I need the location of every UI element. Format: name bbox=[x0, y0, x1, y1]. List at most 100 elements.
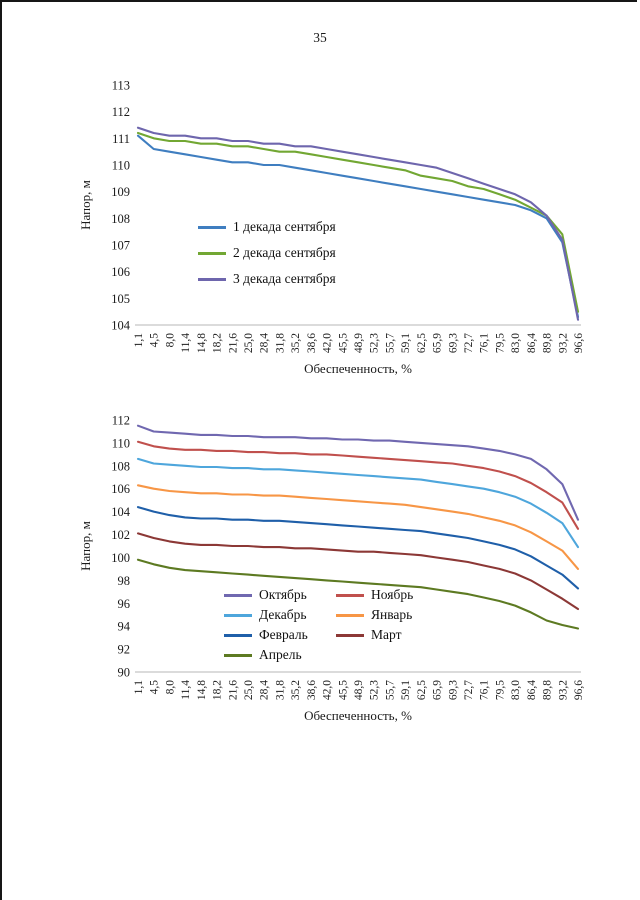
series-line bbox=[136, 440, 580, 530]
x-axis-tick-label: 55,7 bbox=[384, 680, 396, 700]
y-axis-title: Напор, м bbox=[78, 180, 93, 230]
x-axis-tick-label: 48,9 bbox=[353, 333, 365, 353]
y-axis-tick-label: 90 bbox=[118, 666, 131, 680]
x-axis-tick-label: 38,6 bbox=[306, 680, 318, 700]
x-axis-tick-label: 65,9 bbox=[432, 680, 444, 700]
x-axis-tick-label: 52,3 bbox=[369, 333, 381, 353]
y-axis-tick-label: 112 bbox=[112, 105, 130, 119]
y-axis-tick-label: 110 bbox=[112, 436, 130, 450]
legend-line-marker bbox=[224, 633, 252, 637]
y-axis-title: Напор, м bbox=[78, 521, 93, 571]
legend-label: Октябрь bbox=[259, 587, 307, 602]
y-axis-tick-label: 104 bbox=[111, 505, 131, 519]
y-axis-tick-label: 105 bbox=[111, 292, 130, 306]
x-axis-tick-label: 59,1 bbox=[400, 333, 412, 353]
x-axis-tick-label: 25,0 bbox=[243, 680, 255, 700]
page-number: 35 bbox=[313, 30, 327, 45]
y-axis-tick-label: 98 bbox=[118, 574, 131, 588]
series-line bbox=[136, 131, 580, 313]
x-axis-tick-label: 93,2 bbox=[557, 680, 569, 700]
x-axis-tick-label: 28,4 bbox=[259, 333, 271, 353]
x-axis-tick-label: 4,5 bbox=[149, 333, 161, 348]
legend-label: Январь bbox=[371, 607, 413, 622]
series-line bbox=[136, 484, 580, 570]
y-axis-tick-label: 104 bbox=[111, 319, 131, 333]
x-axis-tick-label: 42,0 bbox=[322, 333, 334, 353]
x-axis-tick-label: 21,6 bbox=[227, 680, 239, 700]
x-axis-tick-label: 96,6 bbox=[573, 333, 585, 353]
x-axis-tick-label: 76,1 bbox=[479, 680, 491, 700]
legend-line-marker bbox=[198, 251, 226, 255]
legend-line-marker bbox=[224, 593, 252, 597]
series-line bbox=[136, 134, 580, 319]
legend-label: Декабрь bbox=[259, 607, 307, 622]
scan-edge-left bbox=[0, 0, 2, 900]
legend-line-marker bbox=[224, 653, 252, 657]
legend-line-marker bbox=[198, 277, 226, 281]
series-line bbox=[136, 457, 580, 549]
y-axis-tick-label: 112 bbox=[112, 414, 130, 428]
y-axis-tick-label: 96 bbox=[118, 597, 131, 611]
legend-item: 2 декада сентября bbox=[198, 245, 336, 261]
head-probability-chart-september-decades: 104 105 106 107 108 109 110 111 112 113 1,1 4,5 8,0 1… bbox=[78, 79, 585, 377]
legend-item: Март bbox=[336, 627, 448, 643]
legend-label: Ноябрь bbox=[371, 587, 414, 602]
legend-line-marker bbox=[336, 593, 364, 597]
monthly-chart-legend: Октябрь Ноябрь Декабрь Январь Февраль Март Апр… bbox=[224, 587, 448, 663]
x-axis-tick-label: 48,9 bbox=[353, 680, 365, 700]
legend-label: Апрель bbox=[259, 647, 302, 662]
y-axis-tick-label: 113 bbox=[112, 79, 130, 93]
x-axis-tick-label: 79,5 bbox=[494, 333, 506, 353]
legend-label: 2 декада сентября bbox=[233, 245, 336, 260]
x-axis-tick-label: 18,2 bbox=[212, 333, 224, 353]
series-line bbox=[136, 424, 580, 521]
y-axis-tick-label: 106 bbox=[111, 265, 130, 279]
legend-label: 3 декада сентября bbox=[233, 271, 336, 286]
y-axis-tick-label: 110 bbox=[112, 159, 130, 173]
x-axis-tick-label: 25,0 bbox=[243, 333, 255, 353]
x-axis-tick-label: 21,6 bbox=[227, 333, 239, 353]
x-axis-tick-label: 38,6 bbox=[306, 333, 318, 353]
legend-line-marker bbox=[336, 633, 364, 637]
y-axis-tick-label: 107 bbox=[111, 239, 130, 253]
x-axis-tick-label: 89,8 bbox=[542, 680, 554, 700]
x-axis-tick-label: 62,5 bbox=[416, 333, 428, 353]
legend-item: Январь bbox=[336, 607, 448, 623]
x-axis-tick-label: 35,2 bbox=[290, 333, 302, 353]
x-axis-tick-label: 83,0 bbox=[510, 333, 522, 353]
x-axis-tick-label: 18,2 bbox=[212, 680, 224, 700]
x-axis-tick-label: 86,4 bbox=[526, 333, 538, 353]
legend-item: Декабрь bbox=[224, 607, 336, 623]
legend-item: 1 декада сентября bbox=[198, 219, 336, 235]
legend-line-marker bbox=[224, 613, 252, 617]
september-chart-legend: 1 декада сентября 2 декада сентября 3 дека… bbox=[198, 219, 336, 287]
x-axis-title: Обеспеченность, % bbox=[304, 708, 412, 723]
x-axis-tick-label: 86,4 bbox=[526, 680, 538, 700]
legend-label: Февраль bbox=[259, 627, 308, 642]
x-axis-tick-label: 8,0 bbox=[164, 333, 176, 348]
x-axis-tick-label: 28,4 bbox=[259, 680, 271, 700]
x-axis-tick-label: 89,8 bbox=[542, 333, 554, 353]
x-axis-tick-label: 11,4 bbox=[180, 680, 192, 700]
x-axis-tick-label: 69,3 bbox=[447, 333, 459, 353]
x-axis-tick-label: 11,4 bbox=[180, 333, 192, 353]
legend-item: Февраль bbox=[224, 627, 336, 643]
x-axis-tick-label: 4,5 bbox=[149, 680, 161, 695]
x-axis-tick-label: 93,2 bbox=[557, 333, 569, 353]
x-axis-tick-label: 1,1 bbox=[133, 680, 145, 695]
x-axis-tick-label: 69,3 bbox=[447, 680, 459, 700]
x-axis-tick-label: 14,8 bbox=[196, 680, 208, 700]
y-axis-tick-label: 108 bbox=[111, 459, 130, 473]
x-axis-tick-label: 31,8 bbox=[274, 333, 286, 353]
x-axis-tick-label: 83,0 bbox=[510, 680, 522, 700]
y-axis-tick-label: 111 bbox=[112, 132, 130, 146]
x-axis-tick-label: 14,8 bbox=[196, 333, 208, 353]
x-axis-tick-label: 45,5 bbox=[337, 333, 349, 353]
series-line bbox=[136, 558, 580, 630]
x-axis-tick-label: 79,5 bbox=[494, 680, 506, 700]
x-axis-tick-label: 42,0 bbox=[322, 680, 334, 700]
x-axis-tick-label: 35,2 bbox=[290, 680, 302, 700]
legend-item: Ноябрь bbox=[336, 587, 448, 603]
legend-line-marker bbox=[336, 613, 364, 617]
